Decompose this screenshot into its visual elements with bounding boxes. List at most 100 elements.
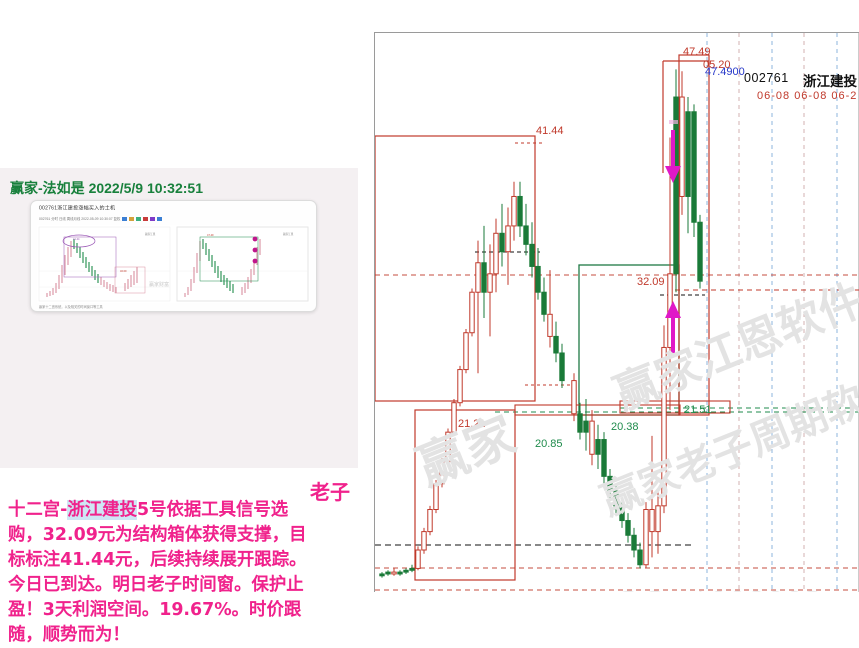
date-axis-labels: 06-08 06-08 06-2	[757, 90, 858, 102]
candle	[511, 195, 517, 227]
candle	[445, 431, 451, 463]
candle	[655, 505, 661, 533]
post-author: 赢家-法如是	[10, 180, 85, 196]
candle	[661, 346, 667, 507]
post-timestamp: 2022/5/9 10:32:51	[88, 180, 203, 196]
inset-chart-svg: 41.44 32.09 赢家江恩	[37, 225, 310, 303]
candle	[601, 439, 607, 477]
candle	[643, 509, 649, 566]
price-label-low-left-red: 21.21	[458, 418, 486, 430]
annotation-line-3: 标标注41.44元，后续持续展开跟踪。	[8, 550, 307, 570]
post-panel: 赢家-法如是 2022/5/9 10:32:51 002761浙江建投涨幅买入的…	[0, 168, 358, 645]
candle	[469, 291, 475, 334]
candle	[391, 571, 397, 575]
svg-text:32.09: 32.09	[120, 269, 127, 273]
candle	[523, 225, 529, 245]
inset-chart-body: 41.44 32.09 赢家江恩	[37, 225, 310, 303]
price-label-cursor-blue: 47.4900	[705, 66, 745, 78]
candle	[379, 573, 385, 577]
toolbar-icon-4[interactable]	[143, 217, 149, 222]
candle	[625, 520, 631, 536]
candle	[433, 483, 439, 511]
arrow-up-marker	[665, 301, 681, 353]
inset-watermark: 赢家财富	[149, 282, 170, 288]
price-label-cursor-red: 05.20	[703, 59, 731, 71]
candle-series	[379, 69, 703, 578]
inset-toolbar-label: 002761 分时 日线 周线月线 2022-05-09 10:30:07 复权	[39, 217, 121, 221]
candle	[595, 439, 601, 455]
annotation-line-2: 购，32.09元为结构箱体获得支撑，目	[8, 525, 307, 545]
stock-chart-panel[interactable]: 002761 浙江建投 06-08 06-08 06-2 47.49 05.20…	[374, 32, 859, 592]
candle	[505, 225, 511, 253]
candle	[457, 369, 463, 404]
candle	[571, 380, 577, 415]
annotation-line1-highlight: 浙江建投	[67, 500, 137, 520]
candle	[697, 221, 703, 282]
price-label-low-right-red: 21.51	[684, 404, 712, 416]
candlestick-chart-svg[interactable]	[375, 33, 859, 592]
candle	[409, 567, 415, 571]
candle	[607, 475, 613, 492]
candle	[475, 262, 481, 293]
arrow-down-marker	[665, 130, 681, 183]
candle	[397, 571, 403, 575]
candle	[685, 111, 691, 197]
price-label-target: 41.44	[536, 125, 564, 137]
toolbar-icon-1[interactable]	[122, 217, 128, 222]
candle	[691, 111, 697, 223]
candle	[463, 332, 469, 371]
candle	[487, 273, 493, 293]
svg-text:赢家江恩: 赢家江恩	[145, 232, 156, 236]
toolbar-icon-5[interactable]	[150, 217, 156, 222]
candle	[541, 291, 547, 315]
toolbar-icon-2[interactable]	[129, 217, 135, 222]
candle	[421, 531, 427, 551]
candle	[631, 534, 637, 551]
annotation-line-6: 随，顺势而为！	[8, 625, 130, 645]
svg-text:赢家江恩: 赢家江恩	[283, 232, 294, 236]
svg-text:47.49: 47.49	[207, 233, 214, 237]
price-label-high: 47.49	[683, 46, 711, 58]
candle	[613, 490, 619, 507]
price-label-box-top: 32.09	[637, 276, 665, 288]
candle	[547, 313, 553, 337]
candle	[619, 505, 625, 522]
inset-toolbar: 002761 分时 日线 周线月线 2022-05-09 10:30:07 复权	[39, 216, 163, 222]
candle	[493, 232, 499, 275]
candle	[403, 569, 409, 573]
candle	[415, 549, 421, 569]
candle	[637, 549, 643, 566]
inset-title: 002761浙江建投涨幅买入的土机	[39, 205, 116, 211]
price-label-low-right-green: 20.38	[611, 421, 639, 433]
candle	[553, 335, 559, 354]
candle	[649, 509, 655, 533]
candle	[439, 461, 445, 485]
candle	[589, 420, 595, 455]
annotation-line-5: 盈！3天利润空间。19.67%。时价跟	[8, 600, 302, 620]
annotation-line-1: 十二宫-浙江建投5号依据工具信号选	[8, 498, 356, 523]
annotation-line1-b: 5号依据工具信号选	[136, 500, 289, 520]
candle	[529, 243, 535, 267]
annotation-line1-a: 十二宫-	[8, 500, 68, 520]
candle	[535, 265, 541, 293]
annotation-line-4: 今日已到达。明日老子时间窗。保护止	[8, 575, 304, 595]
annotation-laozi: 老子	[310, 480, 350, 504]
symbol-name: 浙江建投	[803, 74, 857, 89]
candle	[499, 232, 505, 253]
candle	[517, 195, 523, 227]
toolbar-icon-3[interactable]	[136, 217, 142, 222]
inset-screenshot-card[interactable]: 002761浙江建投涨幅买入的土机 002761 分时 日线 周线月线 2022…	[30, 200, 317, 312]
candle	[583, 420, 589, 433]
toolbar-icon-6[interactable]	[157, 217, 163, 222]
candle	[559, 352, 565, 382]
annotation-text: 十二宫-浙江建投5号依据工具信号选 购，32.09元为结构箱体获得支撑，目 标标…	[8, 498, 356, 648]
inset-footer: 赢家十二宫系统，以及相关的时间窗口等工具	[39, 305, 103, 309]
candle	[679, 96, 685, 197]
candle	[427, 509, 433, 533]
watermark-qq: QQ: 1008003	[616, 584, 824, 592]
candle	[385, 571, 391, 575]
candle	[481, 262, 487, 293]
price-label-low-left-green: 20.85	[535, 438, 563, 450]
post-header: 赢家-法如是 2022/5/9 10:32:51	[10, 178, 203, 198]
svg-text:41.44: 41.44	[73, 237, 80, 241]
